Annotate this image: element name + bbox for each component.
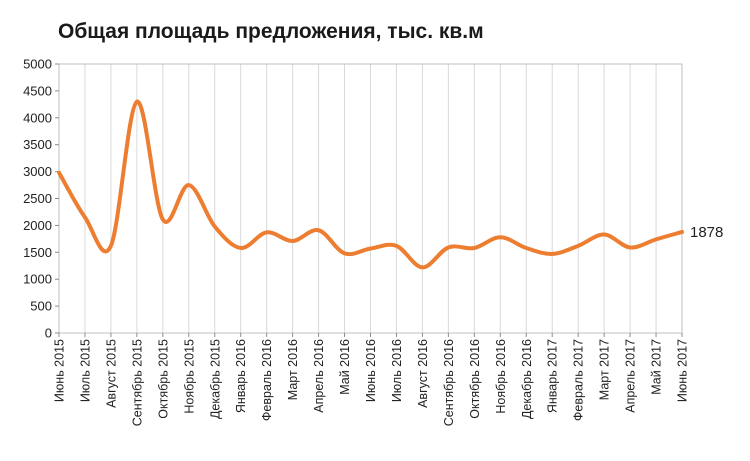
- y-tick-label: 0: [45, 326, 52, 341]
- label-layer: 1878: [690, 224, 723, 241]
- y-tick-label: 2500: [23, 191, 52, 206]
- x-tick-label: Июнь 2016: [364, 339, 378, 402]
- x-tick-label: Июль 2016: [390, 339, 404, 402]
- y-tick-label: 4500: [23, 83, 52, 98]
- x-tick-label: Июль 2015: [78, 339, 92, 402]
- x-tick-label: Май 2016: [338, 339, 352, 395]
- x-tick-label: Май 2017: [650, 339, 664, 395]
- x-tick-label: Декабрь 2016: [520, 339, 534, 419]
- y-tick-label: 5000: [23, 57, 52, 72]
- y-tick-label: 3000: [23, 164, 52, 179]
- y-tick-label: 1000: [23, 272, 52, 287]
- x-tick-label: Ноябрь 2016: [494, 339, 508, 414]
- x-tick-label: Октябрь 2016: [468, 339, 482, 419]
- x-tick-label: Июнь 2017: [676, 339, 690, 402]
- x-tick-label: Январь 2017: [546, 339, 560, 413]
- x-tick-label: Апрель 2016: [312, 339, 326, 413]
- grid-layer: [58, 63, 683, 334]
- chart-title: Общая площадь предложения, тыс. кв.м: [58, 20, 484, 43]
- y-tick-label: 4000: [23, 110, 52, 125]
- series-line: [57, 99, 684, 270]
- x-tick-label: Ноябрь 2015: [182, 339, 196, 414]
- x-tick-label: Декабрь 2015: [208, 339, 222, 419]
- x-tick-label: Март 2017: [598, 339, 612, 400]
- y-tick-label: 500: [30, 299, 52, 314]
- x-tick-label: Июнь 2015: [53, 339, 67, 402]
- x-tick-label: Октябрь 2015: [156, 339, 170, 419]
- x-tick-label: Январь 2016: [234, 339, 248, 413]
- x-tick-label: Август 2015: [104, 339, 118, 408]
- x-tick-label: Сентябрь 2016: [442, 339, 456, 426]
- x-tick-label: Март 2016: [286, 339, 300, 400]
- y-tick-label: 1500: [23, 245, 52, 260]
- y-tick-label: 3500: [23, 137, 52, 152]
- x-tick-label: Апрель 2017: [624, 339, 638, 413]
- x-tick-label: Август 2016: [416, 339, 430, 408]
- data-label-last: 1878: [690, 224, 723, 241]
- x-tick-label: Февраль 2016: [260, 339, 274, 421]
- x-tick-label: Февраль 2017: [572, 339, 586, 421]
- y-tick-label: 2000: [23, 218, 52, 233]
- axis-layer: 0 500 1000 1500 2000 2500 3000 3500 4000 4500 5000…: [23, 57, 689, 427]
- series-layer: [57, 99, 684, 270]
- x-tick-label: Сентябрь 2015: [130, 339, 144, 426]
